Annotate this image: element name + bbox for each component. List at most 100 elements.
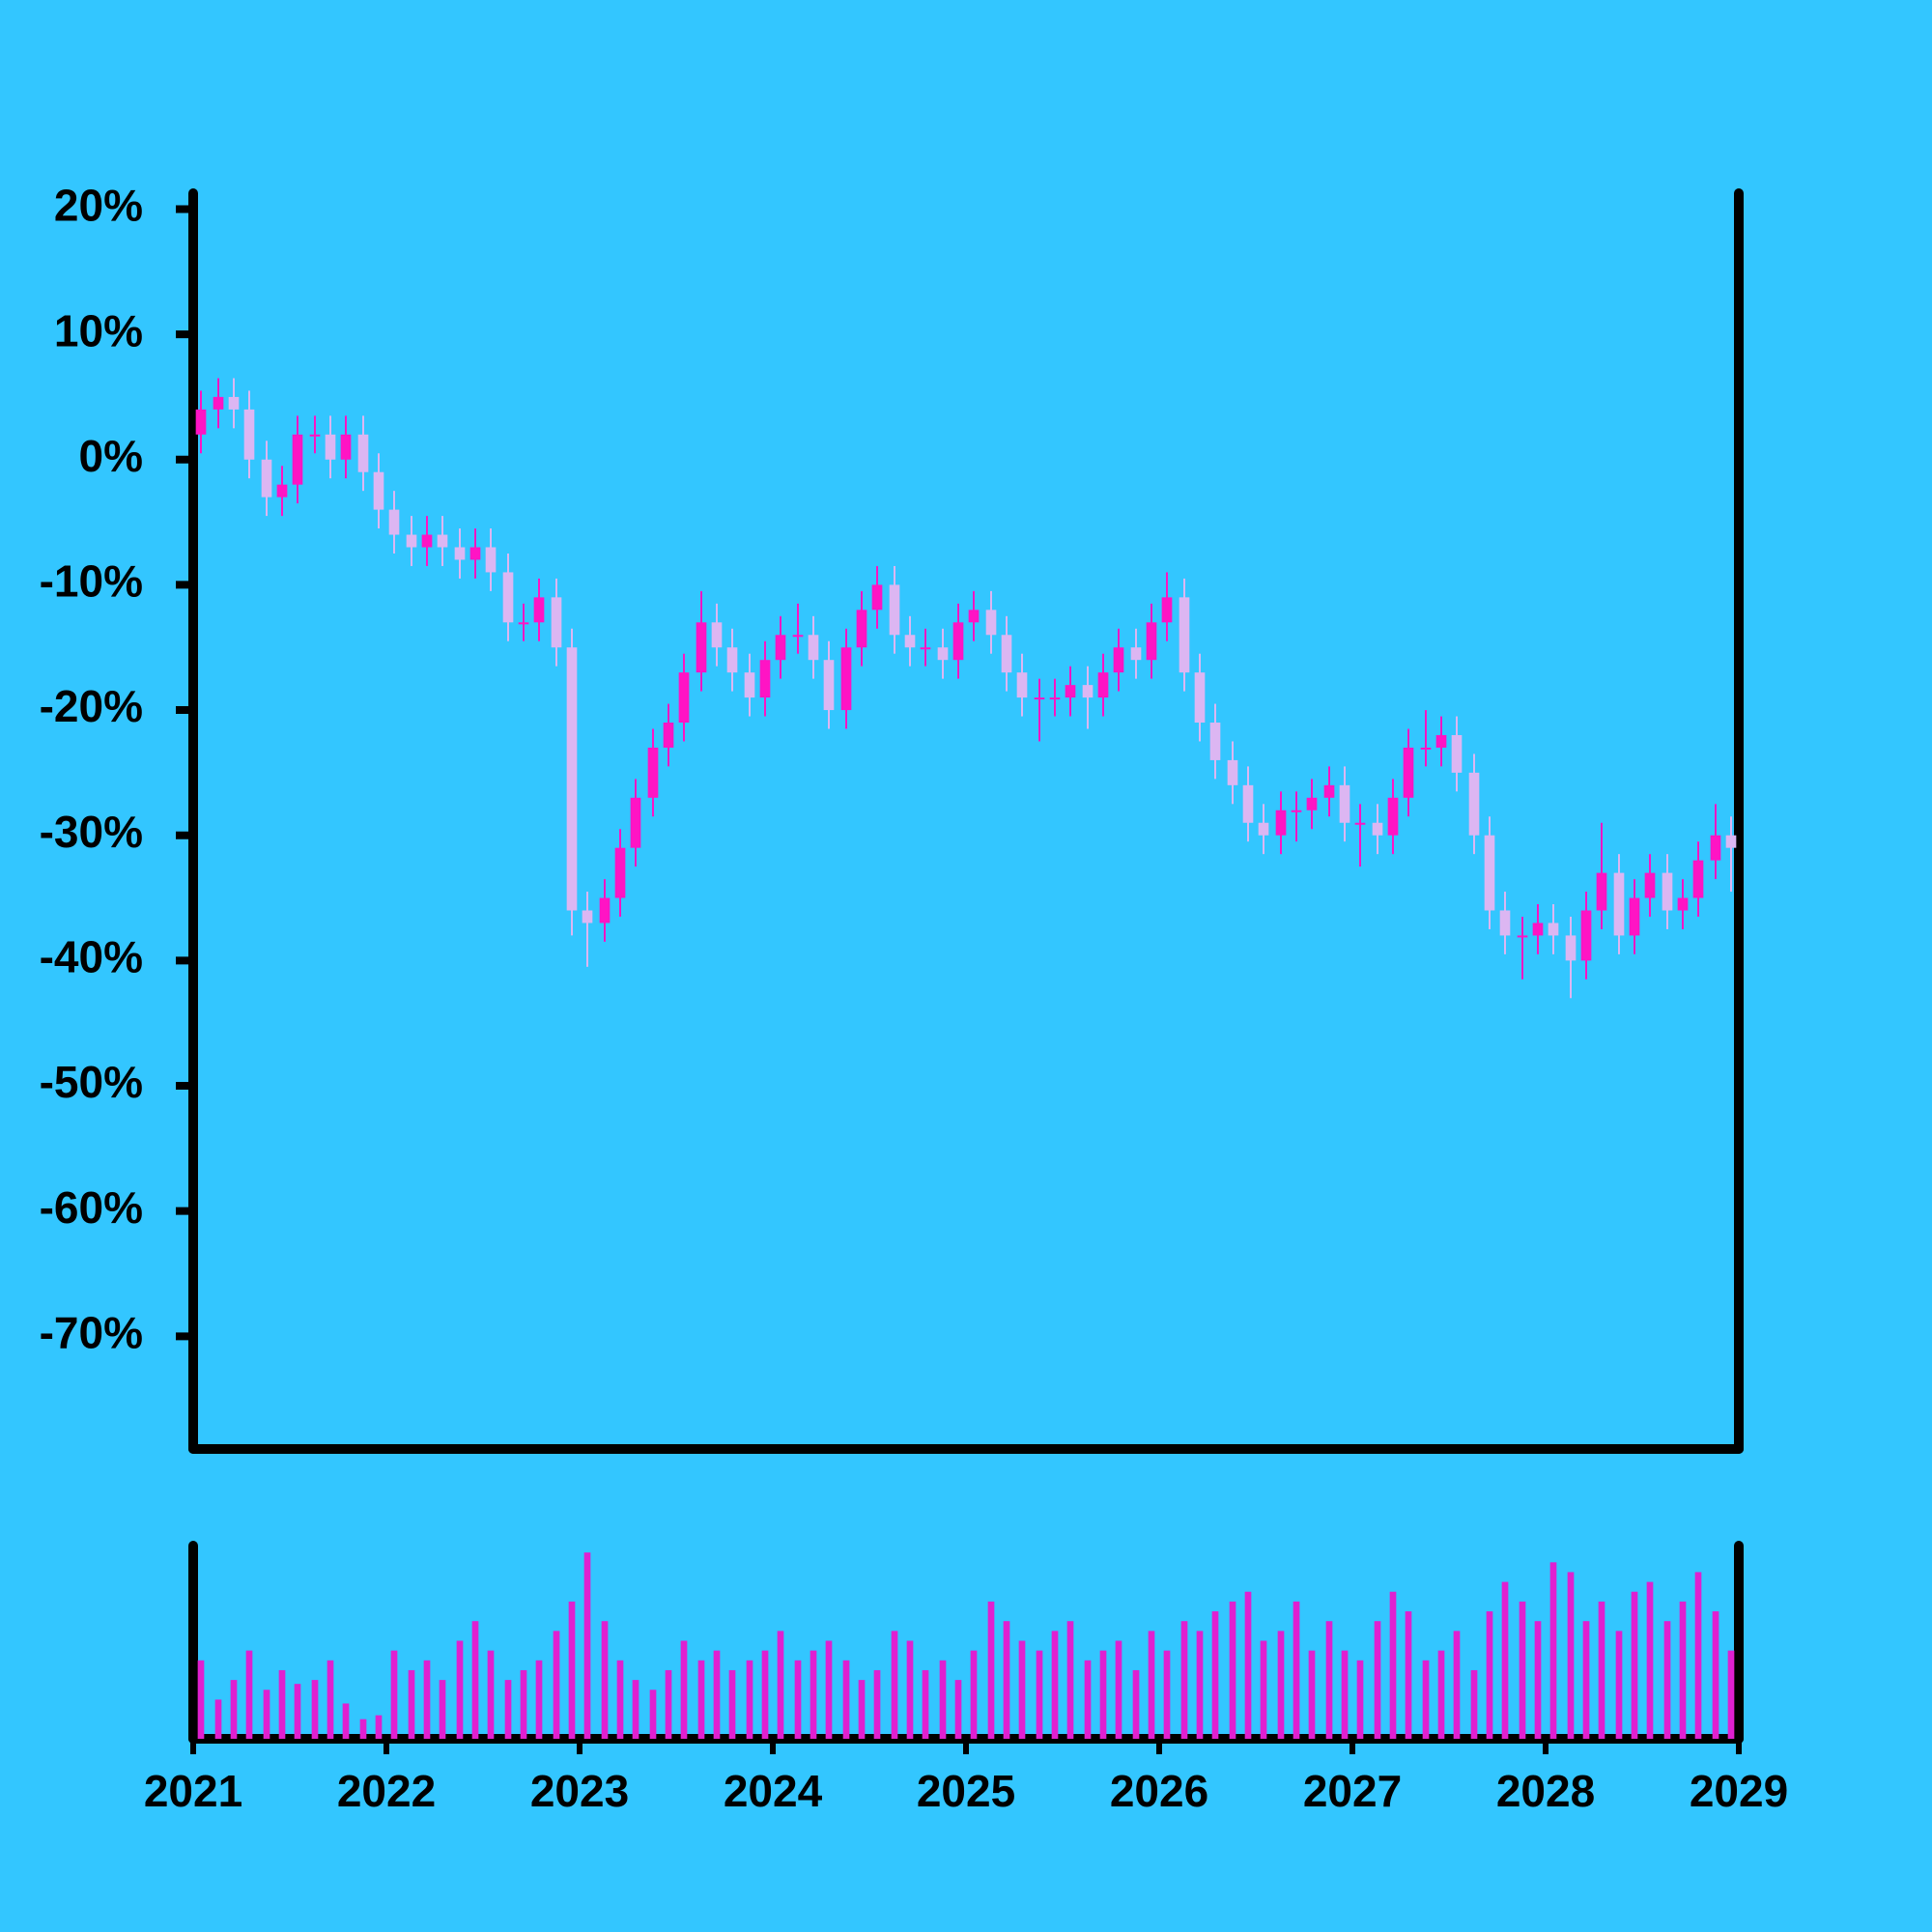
volume-bar <box>842 1660 850 1739</box>
x-tick-label: 2027 <box>1303 1766 1402 1816</box>
candle-body <box>840 647 852 711</box>
candle-body <box>937 647 949 661</box>
volume-bar <box>294 1684 301 1739</box>
volume-bar <box>1374 1621 1381 1739</box>
y-tick-label: -10% <box>40 556 143 607</box>
candle-body <box>1629 897 1640 936</box>
volume-bar <box>1582 1621 1590 1739</box>
candle-body <box>968 610 980 623</box>
candle-body <box>1016 672 1028 698</box>
candle-body <box>759 660 771 698</box>
volume-bar <box>1003 1621 1010 1739</box>
volume-bar <box>327 1660 334 1739</box>
volume-bar <box>1341 1650 1349 1739</box>
candle-body <box>1725 835 1737 848</box>
candle-body <box>309 434 321 437</box>
candle-body <box>1242 784 1254 823</box>
candle-body <box>1596 872 1607 911</box>
volume-bar <box>568 1601 576 1739</box>
volume-bar <box>1534 1621 1542 1739</box>
candle-body <box>663 723 674 748</box>
candle-body <box>228 396 240 410</box>
volume-bar <box>649 1690 657 1739</box>
volume-bar <box>230 1680 238 1739</box>
volume-bar <box>263 1690 270 1739</box>
volume-bar <box>1470 1669 1478 1739</box>
volume-bar <box>1036 1650 1043 1739</box>
candle-body <box>1613 872 1625 936</box>
candle-body <box>1209 723 1221 760</box>
candle-body <box>566 647 578 911</box>
volume-bar <box>825 1640 833 1739</box>
volume-bar <box>1325 1621 1333 1739</box>
volume-bar <box>1486 1611 1493 1739</box>
volume-bar <box>873 1669 881 1739</box>
candle-body <box>1130 647 1142 661</box>
volume-bar <box>1679 1601 1687 1739</box>
candle-body <box>1517 935 1528 938</box>
candle-body <box>744 672 755 698</box>
candle-body <box>889 584 900 636</box>
candle-body <box>1403 747 1414 798</box>
candle-body <box>1323 784 1335 798</box>
candle-body <box>1468 772 1480 836</box>
volume-bar <box>471 1621 479 1739</box>
volume-bar <box>1148 1631 1155 1739</box>
candle-body <box>1065 685 1076 698</box>
candle-body <box>1710 835 1721 861</box>
volume-bar <box>553 1631 560 1739</box>
volume-bar <box>1244 1591 1252 1739</box>
candle-body <box>696 622 707 673</box>
candle-body <box>325 434 336 460</box>
volume-bar <box>375 1715 383 1739</box>
candle-body <box>920 647 931 650</box>
candle-body <box>454 547 466 560</box>
volume-bar <box>311 1680 319 1739</box>
volume-bar <box>665 1669 672 1739</box>
candle-body <box>1451 734 1463 773</box>
volume-bar <box>1567 1572 1575 1739</box>
candle-body <box>485 547 497 573</box>
volume-bar <box>504 1680 512 1739</box>
volume-bar <box>970 1650 978 1739</box>
volume-bar <box>439 1680 446 1739</box>
volume-bar <box>939 1660 947 1739</box>
candle-body <box>1339 784 1350 823</box>
volume-bar <box>487 1650 495 1739</box>
volume-bar <box>954 1680 962 1739</box>
x-tick-label: 2029 <box>1690 1766 1788 1816</box>
volume-bar <box>1084 1660 1092 1739</box>
candle-body <box>1258 822 1269 836</box>
candle-body <box>373 471 384 510</box>
candle-body <box>678 672 690 724</box>
volume-bar <box>359 1719 367 1739</box>
x-tick-label: 2026 <box>1110 1766 1208 1816</box>
candle-body <box>904 635 916 648</box>
candle-body <box>1034 697 1045 700</box>
candle-body <box>808 635 819 661</box>
volume-bar <box>1308 1650 1316 1739</box>
volume-bar <box>1293 1601 1300 1739</box>
volume-bar <box>278 1669 286 1739</box>
candle-body <box>1532 923 1544 936</box>
volume-bar <box>858 1680 866 1739</box>
candle-body <box>1677 897 1689 911</box>
x-tick-label: 2028 <box>1496 1766 1595 1816</box>
volume-bar <box>1519 1601 1526 1739</box>
volume-bar <box>1615 1631 1623 1739</box>
volume-bar <box>1712 1611 1719 1739</box>
candle-body <box>1548 923 1559 936</box>
candle-body <box>261 459 272 497</box>
candle-body <box>340 434 352 460</box>
volume-bar <box>342 1703 350 1739</box>
volume-bar <box>906 1640 914 1739</box>
volume-bar <box>1389 1591 1397 1739</box>
candle-body <box>1662 872 1673 911</box>
candle-body <box>551 597 562 648</box>
candle-body <box>1565 935 1577 961</box>
candle-body <box>1179 597 1190 673</box>
candle-body <box>213 396 224 410</box>
y-tick-label: -60% <box>40 1182 143 1233</box>
